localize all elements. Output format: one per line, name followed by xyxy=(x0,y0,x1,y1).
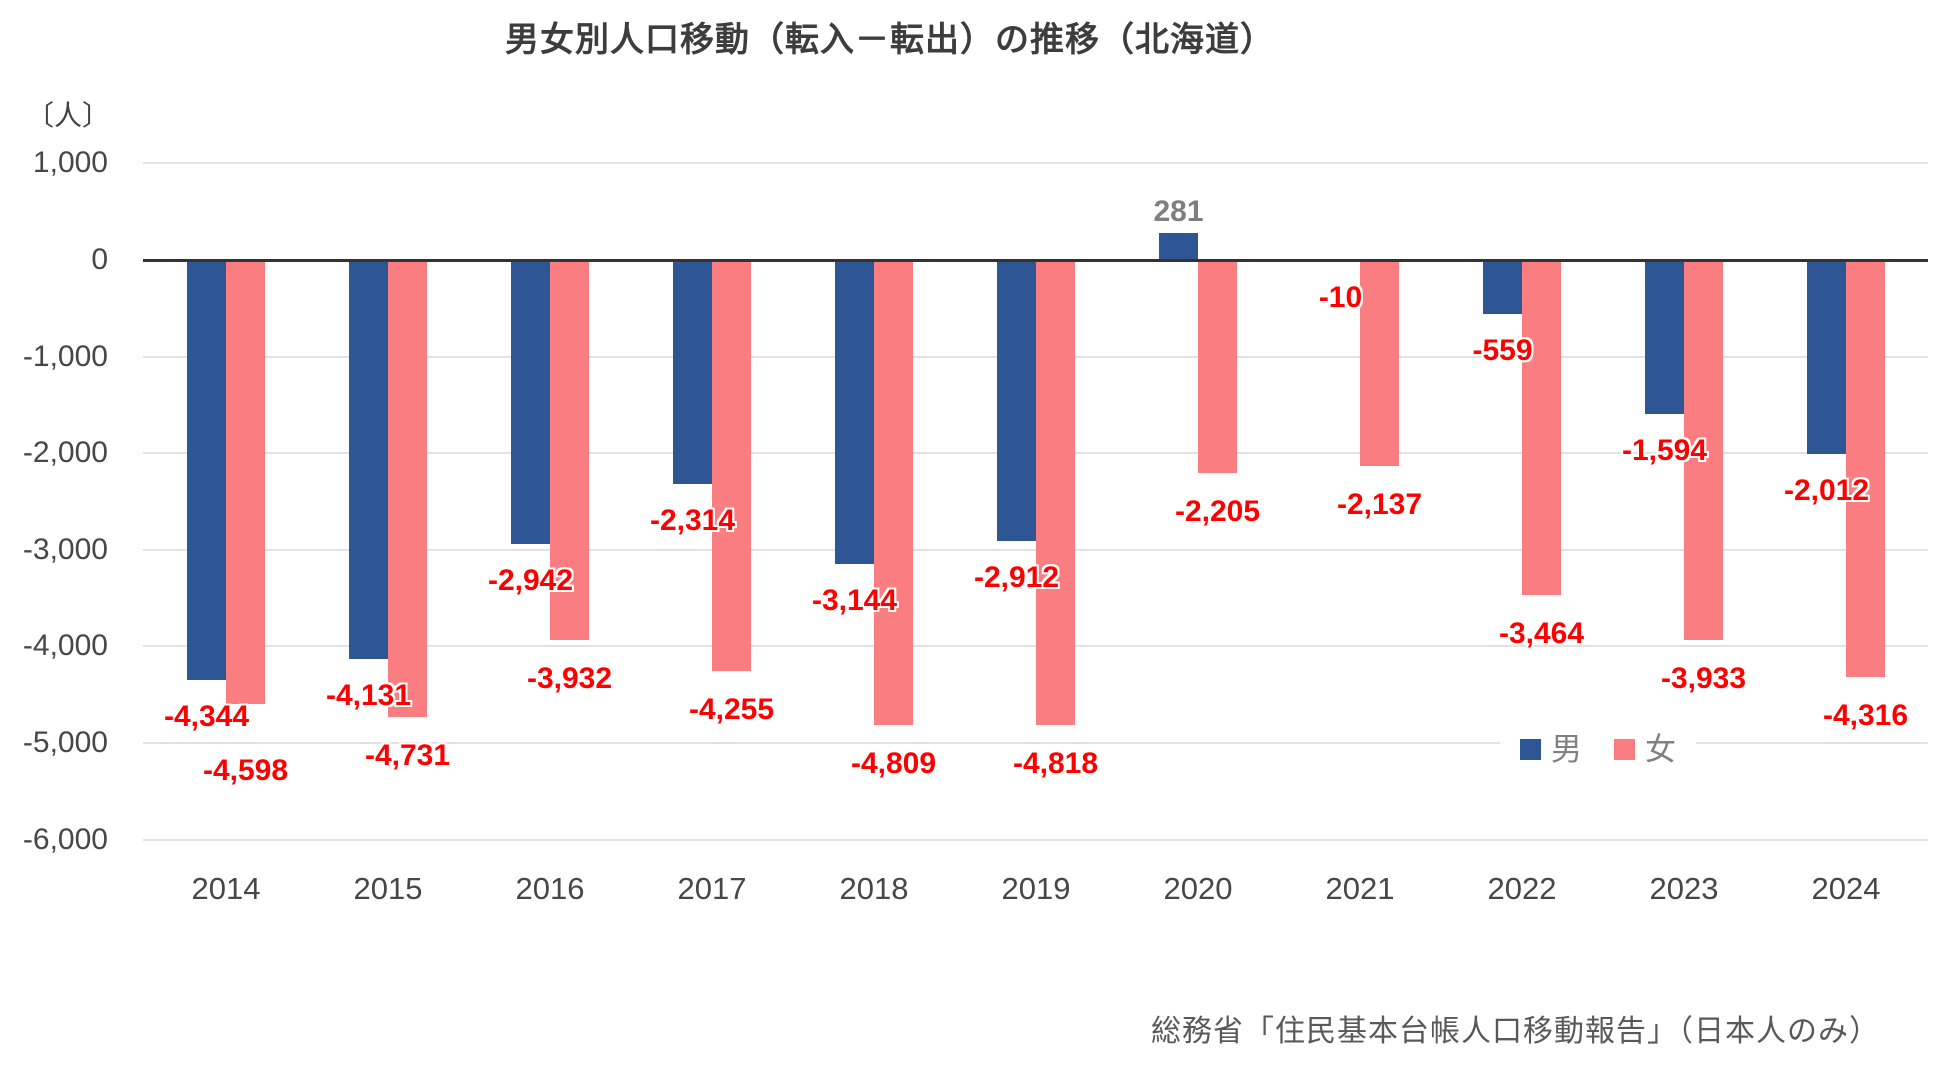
bar-male-2020 xyxy=(1159,232,1198,260)
value-label-female-2018: -4,809 xyxy=(850,746,937,780)
bar-female-2017 xyxy=(712,260,751,672)
legend-male-swatch xyxy=(1520,738,1541,760)
bar-female-2014 xyxy=(226,260,265,705)
value-label-female-2024: -4,316 xyxy=(1822,698,1909,732)
y-tick-label: -1,000 xyxy=(22,339,108,373)
legend-female-swatch xyxy=(1614,738,1635,760)
value-label-male-2016: -2,942 xyxy=(487,564,574,598)
x-tick-label-2015: 2015 xyxy=(353,871,423,906)
y-tick-label: -5,000 xyxy=(22,726,108,759)
value-label-male-2019: -2,912 xyxy=(973,561,1060,595)
y-tick-label: -2,000 xyxy=(22,436,108,470)
y-axis-unit-label: 〔人〕 xyxy=(26,100,111,131)
value-label-male-2024: -2,012 xyxy=(1783,474,1870,508)
bar-female-2016 xyxy=(550,260,589,640)
gridline xyxy=(143,742,1928,744)
bar-male-2019 xyxy=(997,260,1036,542)
value-label-female-2022: -3,464 xyxy=(1498,616,1585,650)
value-label-male-2023: -1,594 xyxy=(1621,433,1708,467)
legend: 男 女 xyxy=(1500,726,1696,772)
x-tick-label-2020: 2020 xyxy=(1163,871,1233,906)
gridline xyxy=(143,645,1928,648)
bar-female-2021 xyxy=(1360,260,1399,467)
y-tick-label: 1,000 xyxy=(32,146,108,180)
x-tick-label-2021: 2021 xyxy=(1325,871,1395,906)
value-label-female-2015: -4,731 xyxy=(364,739,451,772)
bar-male-2017 xyxy=(673,260,712,484)
bar-female-2024 xyxy=(1846,260,1885,677)
bar-male-2024 xyxy=(1807,260,1846,455)
x-tick-label-2014: 2014 xyxy=(191,871,261,906)
bar-female-2023 xyxy=(1684,260,1723,640)
x-tick-label-2018: 2018 xyxy=(839,871,909,906)
source-note: 総務省「住民基本台帳人口移動報告」（日本人のみ） xyxy=(1151,1015,1880,1048)
x-tick-label-2023: 2023 xyxy=(1649,871,1719,906)
value-label-male-2022: -559 xyxy=(1472,333,1533,367)
x-tick-label-2022: 2022 xyxy=(1487,871,1557,906)
bar-male-2022 xyxy=(1483,260,1522,314)
y-tick-label: -3,000 xyxy=(22,532,108,566)
legend-female-label: 女 xyxy=(1645,731,1676,767)
bar-female-2020 xyxy=(1198,260,1237,473)
bar-male-2018 xyxy=(835,260,874,564)
value-label-female-2016: -3,932 xyxy=(526,661,613,695)
bar-male-2016 xyxy=(511,260,550,545)
bar-female-2022 xyxy=(1522,260,1561,595)
value-label-male-2021: -10 xyxy=(1318,281,1363,314)
y-tick-label: 0 xyxy=(91,243,108,276)
x-axis-zero-line xyxy=(143,258,1928,262)
legend-male-label: 男 xyxy=(1551,731,1582,767)
y-tick-label: -4,000 xyxy=(22,629,108,663)
x-tick-label-2017: 2017 xyxy=(677,871,747,906)
gridline xyxy=(143,162,1928,165)
value-label-female-2017: -4,255 xyxy=(688,693,775,727)
y-tick-label: -6,000 xyxy=(22,822,108,856)
bar-male-2014 xyxy=(187,260,226,680)
x-tick-label-2024: 2024 xyxy=(1811,871,1881,906)
x-tick-label-2016: 2016 xyxy=(515,871,585,906)
value-label-female-2023: -3,933 xyxy=(1660,661,1747,695)
value-label-female-2019: -4,818 xyxy=(1012,747,1099,781)
value-label-male-2020: 281 xyxy=(1153,194,1204,228)
value-label-male-2014: -4,344 xyxy=(163,699,250,733)
value-label-male-2015: -4,131 xyxy=(325,679,412,713)
x-tick-label-2019: 2019 xyxy=(1001,871,1071,906)
value-label-male-2017: -2,314 xyxy=(649,503,736,537)
bar-male-2015 xyxy=(349,260,388,660)
value-label-female-2021: -2,137 xyxy=(1336,488,1423,522)
value-label-female-2020: -2,205 xyxy=(1174,495,1261,528)
bar-female-2015 xyxy=(388,260,427,717)
value-label-female-2014: -4,598 xyxy=(202,753,289,787)
value-label-male-2018: -3,144 xyxy=(811,583,898,617)
bar-female-2018 xyxy=(874,260,913,725)
bar-male-2023 xyxy=(1645,260,1684,414)
chart-title: 男女別人口移動（転入－転出）の推移（北海道） xyxy=(505,21,1275,59)
bar-female-2019 xyxy=(1036,260,1075,726)
gridline xyxy=(143,548,1928,551)
gridline xyxy=(143,838,1928,841)
